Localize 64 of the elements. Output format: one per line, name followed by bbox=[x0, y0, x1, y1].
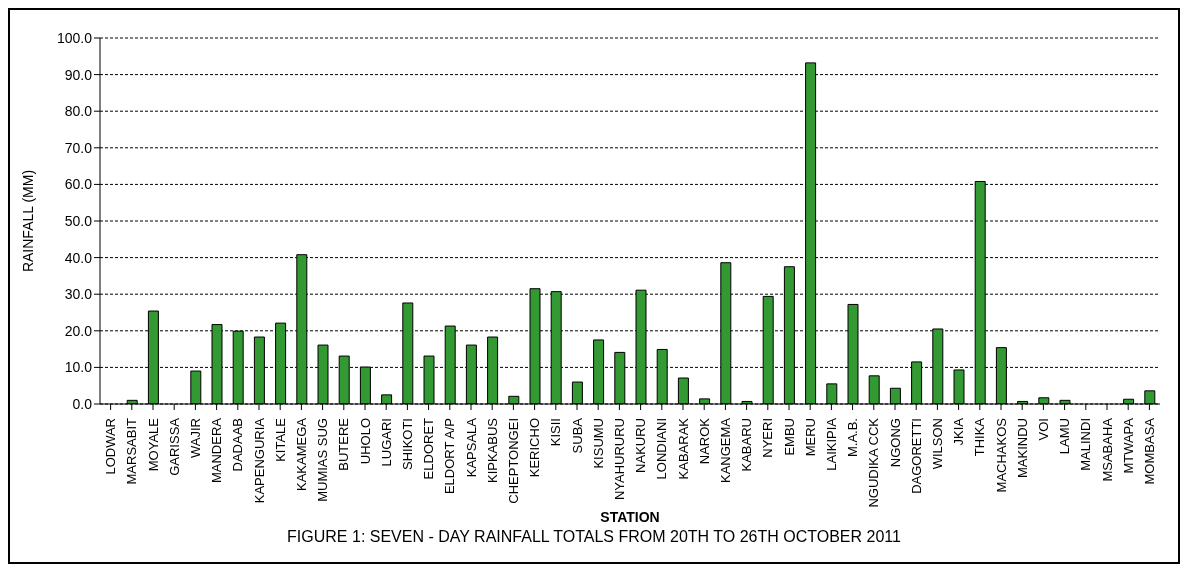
x-tick-label: MOMBASA bbox=[1141, 417, 1157, 485]
x-tick-label: DADAAB bbox=[230, 418, 246, 472]
x-tick-label: SUBA bbox=[569, 417, 585, 454]
x-tick-label: DAGORETTI bbox=[908, 418, 924, 494]
x-tick-label: LAIKIPIA bbox=[823, 417, 839, 471]
x-tick-label: SHIKOTI bbox=[399, 418, 415, 471]
x-tick-label: ELDORT A/P bbox=[442, 418, 458, 495]
x-tick-label: NYERI bbox=[760, 418, 776, 458]
y-tick-label: 0.0 bbox=[72, 395, 93, 412]
x-tick-label: KANGEMA bbox=[717, 417, 733, 484]
x-tick-label: UHOLO bbox=[357, 418, 373, 465]
y-tick-label: 70.0 bbox=[64, 139, 93, 156]
x-tick-label: MOYALE bbox=[145, 417, 161, 472]
x-tick-label: KAPENGURIA bbox=[251, 417, 267, 504]
x-tick-label: VOI bbox=[1035, 418, 1051, 441]
x-tick-label: ELDORET bbox=[421, 417, 437, 480]
x-tick-label: KABARAK bbox=[675, 417, 691, 480]
x-tick-label: KAPSALA bbox=[463, 417, 479, 478]
y-axis-title: RAINFALL (MM) bbox=[19, 169, 36, 273]
x-tick-label: BUTERE bbox=[336, 417, 352, 471]
x-tick-label: NAROK bbox=[696, 417, 712, 465]
x-tick-label: WAJIR bbox=[187, 418, 203, 458]
y-tick-label: 40.0 bbox=[64, 249, 93, 266]
x-tick-label: LODWAR bbox=[103, 418, 119, 475]
y-tick-label: 10.0 bbox=[64, 359, 93, 376]
x-tick-label: LONDIANI bbox=[654, 418, 670, 480]
y-tick-label: 90.0 bbox=[64, 66, 93, 83]
x-tick-label: MANDERA bbox=[209, 417, 225, 484]
x-tick-label: MSABAHA bbox=[1099, 417, 1115, 482]
x-tick-label: WILSON bbox=[929, 418, 945, 470]
x-tick-label: KERICHO bbox=[527, 418, 543, 478]
x-tick-label: JKIA bbox=[951, 417, 967, 446]
y-tick-label: 30.0 bbox=[64, 286, 93, 303]
x-tick-label: MTWAPA bbox=[1120, 417, 1136, 474]
x-tick-label: EMBU bbox=[781, 418, 797, 456]
text: FIGURE 1: SEVEN - DAY RAINFALL TOTALS FROM 20TH TO 26TH OCTOBER 2011 bbox=[286, 528, 902, 546]
x-tick-label: NGONG bbox=[887, 418, 903, 468]
x-tick-label: KAKAMEGA bbox=[293, 417, 309, 491]
x-tick-label: KABARU bbox=[739, 418, 755, 472]
x-axis-title: STATION bbox=[600, 509, 660, 525]
x-tick-label: MARSABIT bbox=[124, 417, 140, 485]
x-tick-label: KITALE bbox=[272, 417, 288, 462]
x-tick-label: LAMU bbox=[1057, 418, 1073, 455]
x-tick-label: KISII bbox=[548, 418, 564, 447]
x-tick-label: MACHAKOS bbox=[993, 417, 1009, 493]
x-tick-label: NAKURU bbox=[633, 418, 649, 473]
x-tick-label: KISUMU bbox=[590, 418, 606, 469]
y-tick-label: 60.0 bbox=[64, 176, 93, 193]
x-tick-label: NGUDIKA CCK bbox=[866, 417, 882, 508]
x-tick-label: M.A.B. bbox=[845, 418, 861, 458]
x-tick-label: CHEPTONGEI bbox=[505, 418, 521, 504]
x-tick-label: MERU bbox=[802, 418, 818, 457]
x-tick-label: KIPKABUS bbox=[484, 417, 500, 484]
x-tick-label: LUGARI bbox=[378, 418, 394, 467]
x-tick-label: MALINDI bbox=[1078, 418, 1094, 471]
y-tick-label: 20.0 bbox=[64, 322, 93, 339]
y-tick-label: 50.0 bbox=[64, 212, 93, 229]
x-tick-label: GARISSA bbox=[166, 417, 182, 476]
x-tick-label: THIKA bbox=[972, 417, 988, 457]
x-tick-label: NYAHURURU bbox=[611, 418, 627, 501]
y-tick-label: 80.0 bbox=[64, 103, 93, 120]
y-tick-label: 100.0 bbox=[56, 29, 93, 46]
x-tick-label: MAKINDU bbox=[1014, 418, 1030, 478]
x-tick-label: MUMIAS SUG bbox=[315, 418, 331, 502]
